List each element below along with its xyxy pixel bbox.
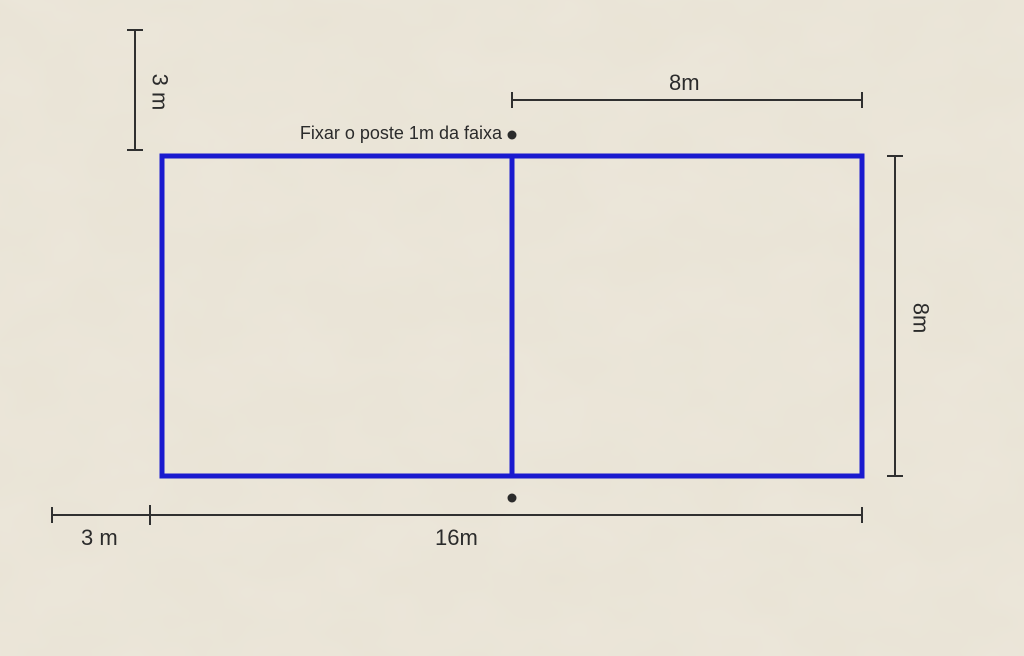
post-bottom-dot bbox=[508, 494, 517, 503]
dimension-bottom-16m-label: 16m bbox=[435, 525, 478, 551]
dimension-top-8m-label: 8m bbox=[669, 70, 700, 96]
dimension-bottom-16m bbox=[52, 507, 862, 523]
dimension-top-left-3m-label: 3 m bbox=[146, 74, 172, 111]
dimension-right-8m-label: 8m bbox=[907, 303, 933, 334]
dimension-bottom-left-3m-label: 3 m bbox=[81, 525, 118, 551]
post-top-dot bbox=[508, 131, 517, 140]
dimension-right-8m bbox=[887, 156, 903, 476]
dimension-top-left-3m bbox=[127, 30, 143, 150]
post-note-label: Fixar o poste 1m da faixa bbox=[300, 123, 502, 144]
